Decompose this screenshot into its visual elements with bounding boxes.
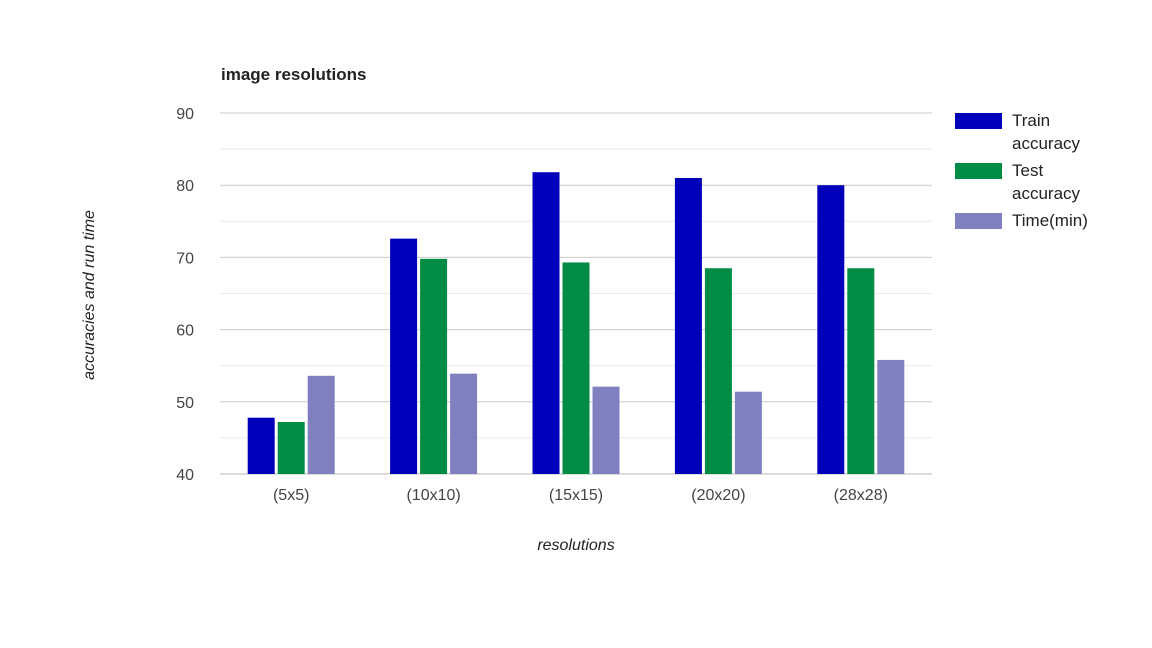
x-tick-label: (15x15): [549, 487, 603, 504]
bar-train-accuracy-1: [390, 238, 418, 474]
bar-test-accuracy-3: [704, 268, 732, 474]
bar-train-accuracy-3: [674, 177, 702, 475]
y-tick-label: 40: [176, 467, 194, 484]
x-axis-title: resolutions: [537, 537, 614, 554]
bar-time-min-3: [734, 391, 762, 474]
bar-time-min-2: [592, 386, 620, 474]
y-tick-label: 70: [176, 250, 194, 267]
bar-time-min-4: [877, 359, 905, 474]
y-axis-ticks: 40 50 60 70 80 90: [176, 106, 194, 484]
x-tick-label: (20x20): [691, 487, 745, 504]
y-axis-title: accuracies and run time: [81, 210, 98, 380]
bar-train-accuracy-2: [532, 172, 560, 475]
bar-test-accuracy-1: [420, 258, 448, 474]
legend-swatch: [955, 113, 1002, 129]
x-tick-label: (5x5): [273, 487, 309, 504]
x-axis-ticks: (5x5) (10x10) (15x15) (20x20) (28x28): [273, 487, 888, 504]
legend-swatch: [955, 163, 1002, 179]
bar-test-accuracy-4: [847, 268, 875, 474]
bar-test-accuracy-0: [277, 422, 305, 474]
chart-title: image resolutions: [221, 65, 366, 84]
bar-train-accuracy-4: [817, 185, 845, 474]
legend: Train accuracy Test accuracy Time(min): [955, 111, 1088, 230]
legend-label: Test accuracy: [1012, 161, 1081, 203]
legend-item: Train accuracy: [955, 111, 1081, 153]
x-tick-label: (10x10): [406, 487, 460, 504]
legend-label: Time(min): [1012, 211, 1088, 230]
bar-test-accuracy-2: [562, 262, 590, 474]
y-tick-label: 50: [176, 395, 194, 412]
legend-label: Train accuracy: [1012, 111, 1081, 153]
y-tick-label: 60: [176, 323, 194, 340]
legend-item: Time(min): [955, 211, 1088, 230]
bar-time-min-1: [450, 373, 478, 474]
bars: [247, 172, 905, 475]
y-tick-label: 80: [176, 178, 194, 195]
x-tick-label: (28x28): [834, 487, 888, 504]
legend-swatch: [955, 213, 1002, 229]
y-tick-label: 90: [176, 106, 194, 123]
bar-time-min-0: [307, 375, 335, 474]
bar-train-accuracy-0: [247, 417, 275, 474]
legend-item: Test accuracy: [955, 161, 1081, 203]
